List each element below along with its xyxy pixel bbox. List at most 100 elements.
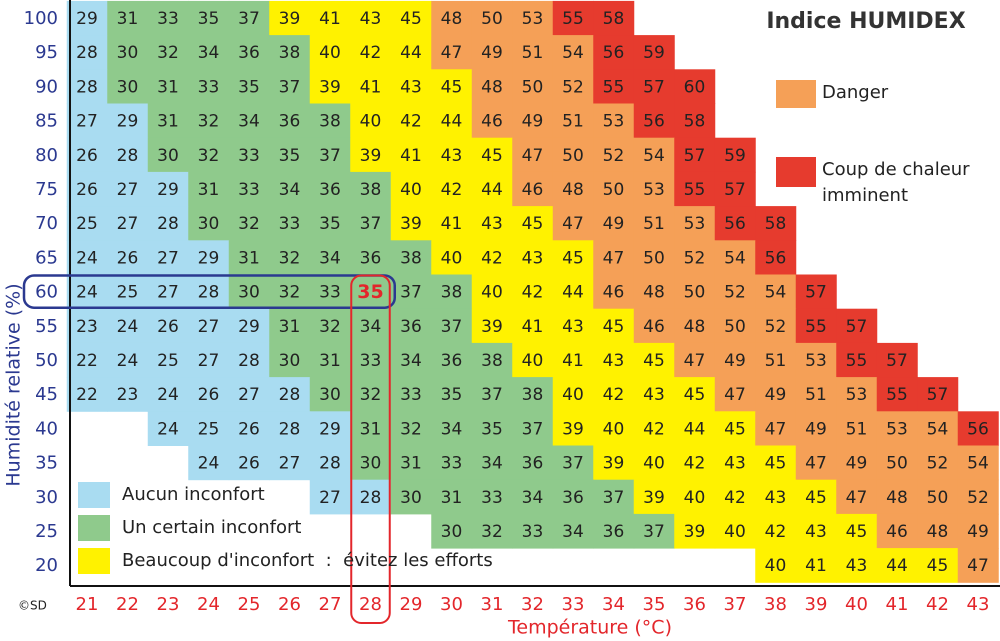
cell <box>350 0 392 36</box>
cell <box>917 548 959 583</box>
cell <box>471 171 513 207</box>
y-tick-label: 95 <box>35 42 58 63</box>
cell <box>107 35 149 70</box>
cell-value: 33 <box>238 180 260 200</box>
cell <box>957 445 999 481</box>
cell-value: 51 <box>562 112 584 132</box>
cell-value: 50 <box>603 180 625 200</box>
y-tick-label: 85 <box>35 111 58 132</box>
cell-value: 46 <box>481 112 503 132</box>
y-tick-label: 45 <box>35 384 58 405</box>
cell-value: 43 <box>805 522 827 542</box>
x-axis-title: Température (°C) <box>507 617 672 639</box>
cell <box>755 411 797 446</box>
cell-value: 35 <box>279 146 301 166</box>
cell <box>755 308 797 344</box>
cell <box>593 308 635 344</box>
y-axis-title: Humidité relative (%) <box>3 283 25 486</box>
cell-value: 39 <box>603 454 625 474</box>
cell <box>390 171 432 207</box>
cell <box>350 137 392 173</box>
cell <box>714 240 756 275</box>
cell-value: 29 <box>198 248 220 268</box>
cell-value: 29 <box>319 419 341 439</box>
cell-value: 31 <box>157 112 179 132</box>
cell-value: 43 <box>360 9 382 29</box>
cell <box>714 411 756 446</box>
cell <box>269 342 311 378</box>
cell-value: 44 <box>400 43 422 63</box>
cell <box>269 103 311 139</box>
cell <box>593 171 635 207</box>
cell-value: 26 <box>117 248 139 268</box>
cell-value: 48 <box>643 283 665 303</box>
cell <box>552 479 594 515</box>
cell <box>431 342 473 378</box>
cell <box>390 274 432 310</box>
cell <box>188 411 230 446</box>
cell-value: 33 <box>279 214 301 234</box>
cell-value: 50 <box>522 77 544 97</box>
cell-value: 35 <box>198 9 220 29</box>
cell <box>552 206 594 241</box>
cell <box>633 103 675 139</box>
cell-value: 31 <box>400 454 422 474</box>
cell <box>147 342 189 378</box>
cell <box>552 445 594 481</box>
cell <box>836 513 878 549</box>
cell <box>107 137 149 173</box>
cell <box>471 0 513 36</box>
cell-value: 45 <box>481 146 503 166</box>
cell <box>512 0 554 36</box>
cell-value: 49 <box>967 522 989 542</box>
cell-value: 34 <box>198 43 220 63</box>
cell <box>471 240 513 275</box>
cell-value: 41 <box>360 77 382 97</box>
cell <box>147 0 189 36</box>
x-tick-label: 39 <box>805 594 828 615</box>
cell <box>107 0 149 36</box>
cell <box>188 342 230 378</box>
cell <box>471 479 513 515</box>
cell-value: 27 <box>238 385 260 405</box>
cell-value: 39 <box>279 9 301 29</box>
cell-value: 23 <box>117 385 139 405</box>
cell-value: 40 <box>481 283 503 303</box>
cell <box>350 206 392 241</box>
cell-value: 33 <box>522 522 544 542</box>
cell <box>147 103 189 139</box>
cell-value: 25 <box>76 214 98 234</box>
cell <box>390 137 432 173</box>
cell <box>552 513 594 549</box>
cell <box>431 445 473 481</box>
cell-value: 55 <box>562 9 584 29</box>
cell-value: 47 <box>522 146 544 166</box>
cell-value: 52 <box>603 146 625 166</box>
cell-value: 43 <box>562 317 584 337</box>
cell <box>309 69 351 104</box>
cell <box>876 513 918 549</box>
cell-value: 43 <box>765 488 787 508</box>
cell <box>309 479 351 515</box>
cell-value: 36 <box>400 317 422 337</box>
legend-swatch <box>776 80 816 108</box>
cell-value: 43 <box>441 146 463 166</box>
cell-value: 28 <box>157 214 179 234</box>
cell <box>552 137 594 173</box>
cell-value: 30 <box>360 454 382 474</box>
chart-title: Indice HUMIDEX <box>766 9 965 34</box>
cell-value: 33 <box>198 77 220 97</box>
cell <box>66 274 108 310</box>
cell <box>309 0 351 36</box>
cell-value: 32 <box>238 214 260 234</box>
cell-value: 45 <box>522 214 544 234</box>
cell-value: 25 <box>117 283 139 303</box>
cell-value: 53 <box>805 351 827 371</box>
cell-value: 30 <box>279 351 301 371</box>
cell <box>674 137 716 173</box>
y-tick-label: 50 <box>35 350 58 371</box>
cell <box>107 69 149 104</box>
cell <box>350 377 392 412</box>
cell <box>350 274 392 310</box>
